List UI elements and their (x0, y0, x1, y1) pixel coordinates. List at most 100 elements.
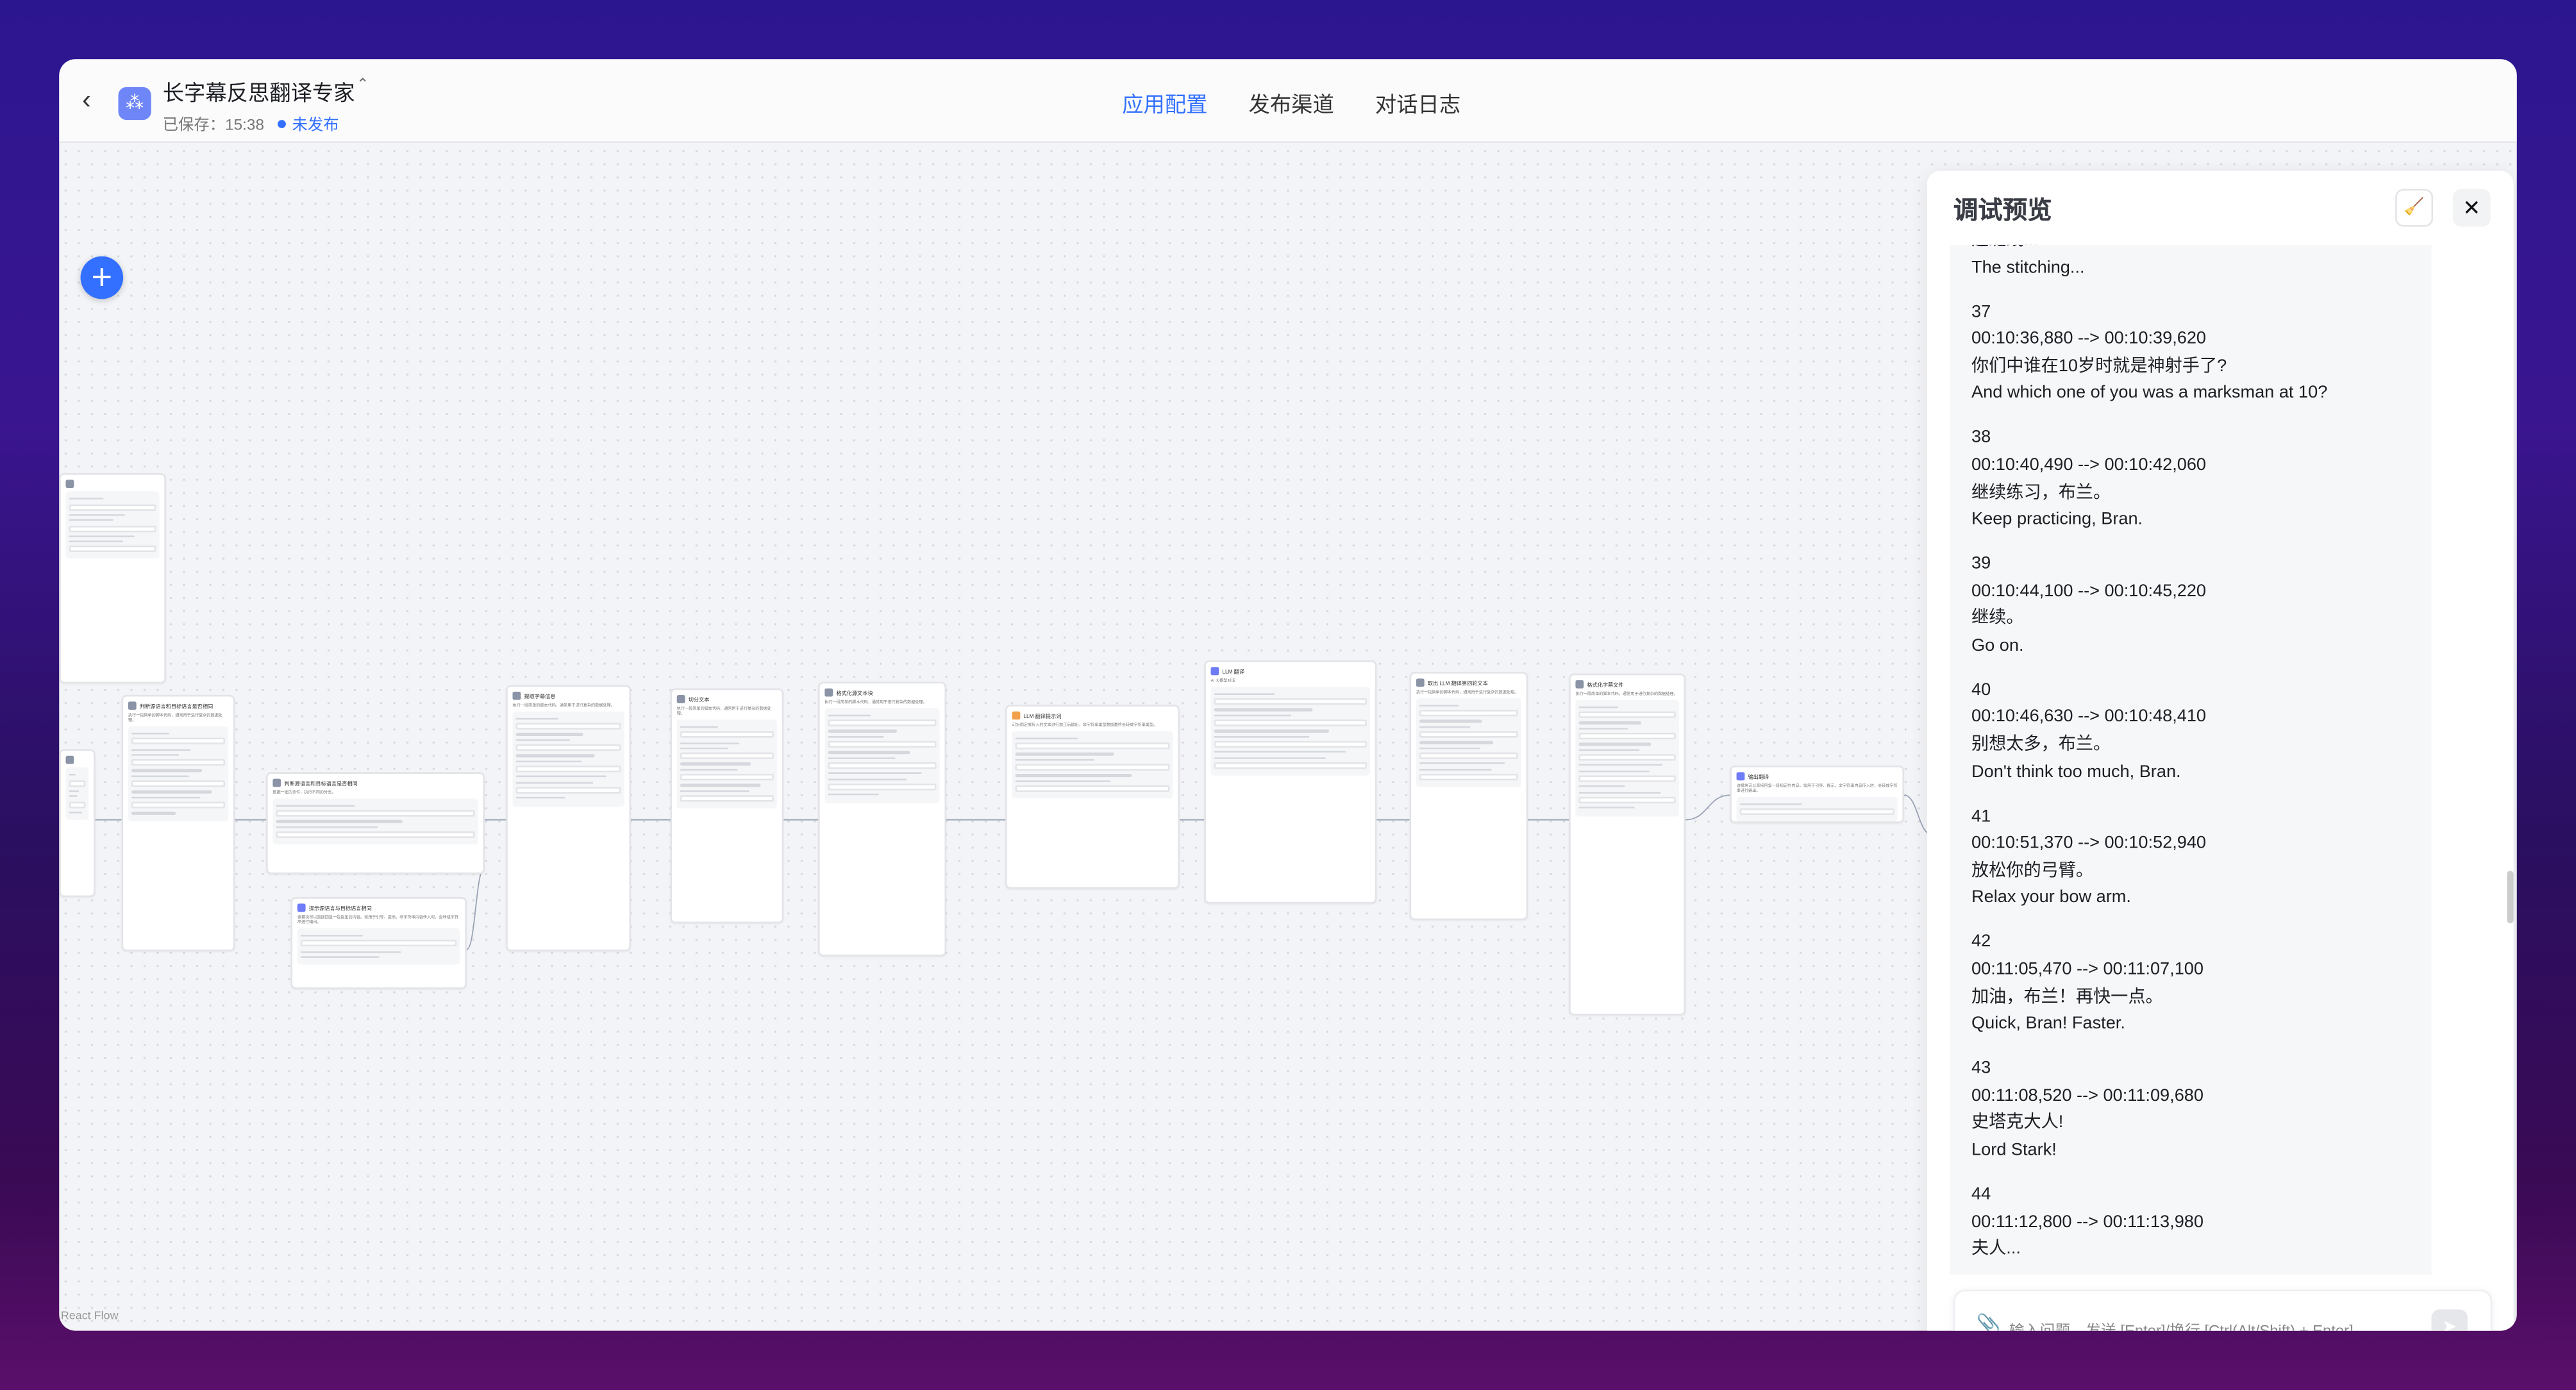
node-type-icon (272, 778, 281, 787)
node-text-line (680, 747, 728, 749)
subtitle-line: Go on. (1971, 635, 2024, 656)
subtitle-entry: 42 00:11:05,470 --> 00:11:07,100 加油，布兰！再快一… (1971, 929, 2327, 1038)
workflow-node[interactable]: LLM 翻译提示词 可对固定或传入的文本进行加工后输出，非字符串类型数据最终会转成… (1005, 705, 1180, 889)
node-field[interactable] (1578, 733, 1676, 740)
workflow-node[interactable]: 切分文本 执行一段简单的脚本代码，通常用于进行复杂的数据处理。 (670, 688, 784, 924)
node-field[interactable] (515, 766, 621, 773)
workflow-canvas[interactable]: + React Flow + − ⛶ 判断源语言和目标语言是否相同执行一段简单的… (59, 144, 2517, 1331)
node-text-line (1419, 762, 1505, 765)
node-field[interactable] (1214, 698, 1367, 705)
node-field[interactable] (1419, 752, 1518, 760)
node-text-line (1419, 720, 1483, 723)
node-field[interactable] (1214, 762, 1367, 769)
node-field[interactable] (828, 783, 937, 791)
chat-input-placeholder[interactable]: 输入问题，发送 [Enter]/换行 [Ctrl(Alt/Shift) + En… (2009, 1322, 2354, 1331)
clear-chat-button[interactable]: 🧹 (2395, 188, 2434, 227)
node-field[interactable] (1015, 742, 1170, 749)
app-window: ‹ ⁂ 长字幕反思翻译专家 ⌃ 已保存：15:38 未发布 应用配置 发布渠道 对… (59, 59, 2517, 1331)
tab-app-config[interactable]: 应用配置 (1122, 92, 1208, 117)
tab-publish-channels[interactable]: 发布渠道 (1248, 92, 1334, 117)
node-field[interactable] (1214, 719, 1367, 726)
app-title[interactable]: 长字幕反思翻译专家 (162, 80, 355, 105)
node-field[interactable] (131, 759, 226, 766)
node-type-icon (1012, 711, 1021, 720)
node-field[interactable] (1578, 712, 1676, 719)
node-field[interactable] (828, 719, 937, 727)
node-field[interactable] (515, 787, 621, 794)
node-text-line (828, 794, 879, 796)
node-body (272, 798, 478, 844)
node-field[interactable] (1015, 764, 1170, 771)
chevron-updown-icon[interactable]: ⌃ (356, 75, 369, 92)
subtitle-line: 00:10:44,100 --> 00:10:45,220 (1971, 581, 2207, 601)
node-field[interactable] (69, 780, 86, 787)
workflow-node[interactable]: LLM 翻译 AI 大模型对话 (1204, 660, 1377, 904)
node-field[interactable] (1578, 775, 1676, 782)
node-text-line (276, 820, 403, 823)
node-title: LLM 翻译提示词 (1023, 713, 1062, 720)
workflow-node[interactable] (59, 473, 166, 683)
node-field[interactable] (515, 744, 621, 751)
workflow-node[interactable]: 格式化源文本块 执行一段简单的脚本代码，通常用于进行复杂的数据处理。 (818, 682, 946, 957)
node-text-line (1419, 741, 1494, 744)
node-text-line (828, 778, 907, 780)
node-text-line (1214, 735, 1309, 738)
node-field[interactable] (680, 753, 774, 760)
node-field[interactable] (69, 801, 86, 808)
node-field[interactable] (131, 801, 226, 809)
node-field[interactable] (680, 795, 774, 802)
node-field[interactable] (131, 780, 226, 787)
add-node-button[interactable]: + (80, 256, 124, 299)
node-field[interactable] (69, 546, 156, 553)
workflow-node[interactable]: 格式化字幕文件 执行一段简单的脚本代码，通常用于进行复杂的数据处理。 (1569, 673, 1686, 1016)
back-arrow-icon[interactable]: ‹ (82, 87, 91, 115)
subtitle-line: 00:10:40,490 --> 00:10:42,060 (1971, 455, 2207, 475)
node-field[interactable] (1419, 731, 1518, 738)
node-text-line (1578, 769, 1650, 772)
node-field[interactable] (276, 831, 475, 839)
node-field[interactable] (276, 810, 475, 817)
paperclip-icon[interactable]: 📎 (1976, 1312, 2002, 1331)
workflow-node[interactable]: 提示源语言与目标语言相同 该模块可以直接回复一段指定的内容。常用于引导、提示。非字… (290, 897, 467, 989)
node-text-line (69, 774, 76, 776)
tab-chat-logs[interactable]: 对话日志 (1375, 92, 1461, 117)
node-field[interactable] (1015, 785, 1170, 792)
close-panel-button[interactable]: ✕ (2452, 188, 2491, 227)
node-text-line (680, 726, 718, 728)
chat-input[interactable]: 📎 输入问题，发送 [Enter]/换行 [Ctrl(Alt/Shift) + … (1953, 1289, 2493, 1331)
workflow-node[interactable]: 判断源语言和目标语言是否相同 执行一段简单的脚本代码，通常用于进行复杂的数据处理。 (121, 694, 235, 951)
workflow-node[interactable]: 输出翻译 该模块可以直接回复一段指定的内容。常用于引导、提示。非字符串内容传入时，… (1730, 766, 1904, 823)
workflow-node[interactable] (59, 749, 96, 898)
node-text-line (276, 805, 356, 807)
node-field[interactable] (1578, 754, 1676, 761)
node-field[interactable] (1214, 741, 1367, 748)
workflow-node[interactable]: 提取字幕信息 执行一段简单的脚本代码，通常用于进行复杂的数据处理。 (506, 685, 631, 951)
node-title: LLM 翻译 (1222, 668, 1245, 676)
node-field[interactable] (69, 524, 156, 532)
node-field[interactable] (828, 762, 937, 769)
workflow-node[interactable]: 判断源语言和目标语言是否相同 根据一定的条件，执行不同的分支。 (266, 772, 485, 875)
subtitle-line: 00:10:51,370 --> 00:10:52,940 (1971, 833, 2207, 853)
node-field[interactable] (680, 732, 774, 739)
node-field[interactable] (515, 723, 621, 730)
node-field[interactable] (69, 503, 156, 510)
node-field[interactable] (1578, 796, 1676, 803)
node-type-icon (1575, 680, 1584, 689)
workflow-node[interactable]: 取出 LLM 翻译第四轮文本 执行一段简单的脚本代码，通常用于进行复杂的数据处理。 (1409, 672, 1528, 920)
subtitle-line: 38 (1971, 428, 1991, 448)
node-field[interactable] (680, 774, 774, 781)
node-field[interactable] (828, 741, 937, 748)
node-text-line (1578, 727, 1628, 730)
node-title: 判断源语言和目标语言是否相同 (284, 780, 358, 787)
node-field[interactable] (131, 738, 226, 745)
node-field[interactable] (1419, 773, 1518, 781)
node-title: 切分文本 (688, 696, 710, 703)
node-field[interactable] (300, 940, 457, 947)
node-field[interactable] (1419, 710, 1518, 717)
scrollbar[interactable] (2507, 871, 2514, 924)
node-type-icon (824, 688, 833, 697)
send-button[interactable]: ➤ (2431, 1309, 2468, 1331)
node-field[interactable] (1739, 808, 1894, 816)
node-text-line (1578, 743, 1652, 746)
react-flow-attribution[interactable]: React Flow (60, 1310, 119, 1323)
